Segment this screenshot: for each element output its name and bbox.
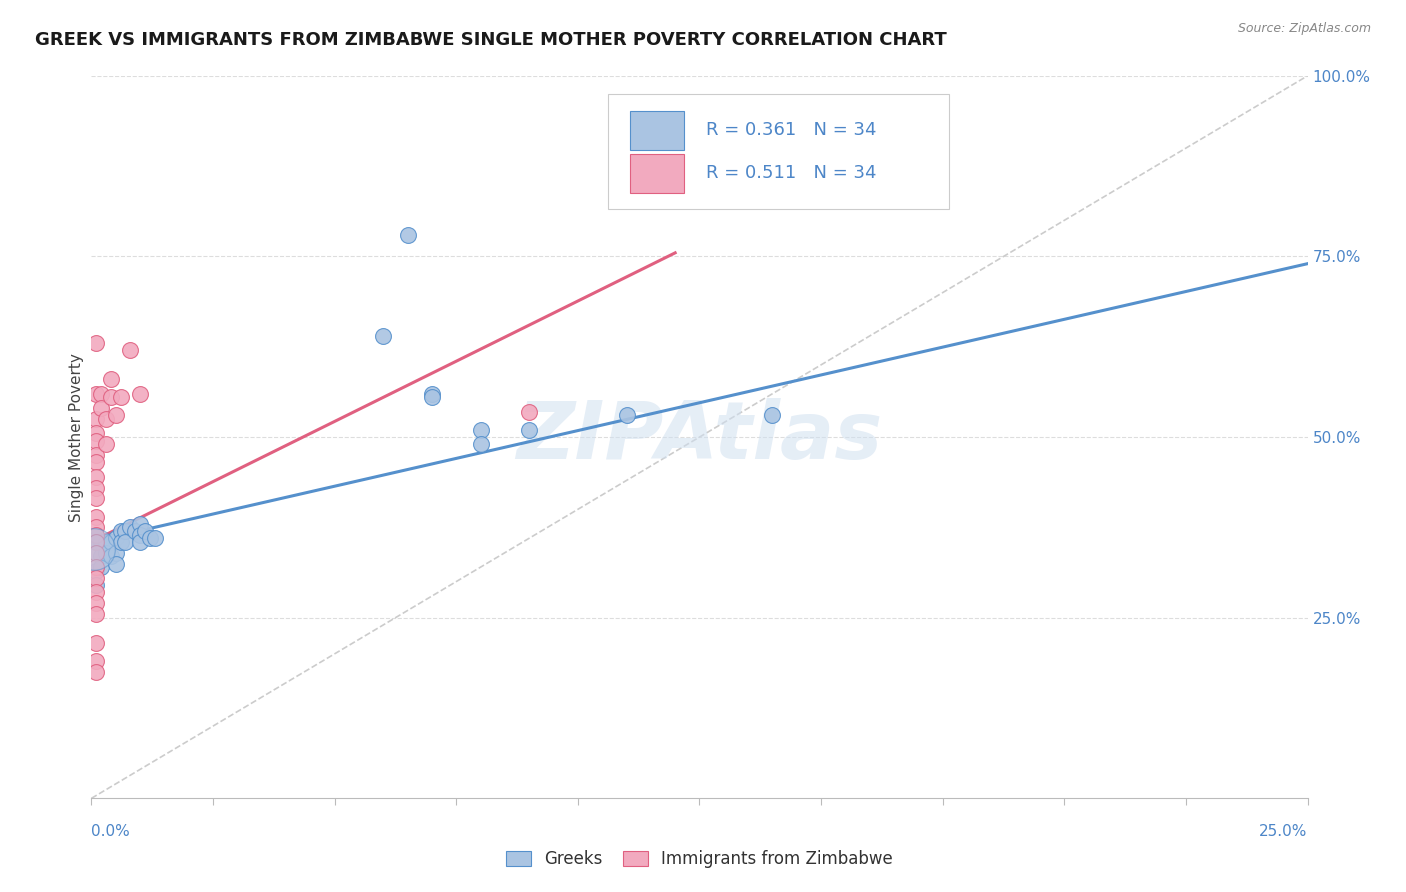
FancyBboxPatch shape xyxy=(630,153,683,193)
Point xyxy=(84,564,107,578)
Point xyxy=(84,578,107,592)
Point xyxy=(84,534,107,549)
Point xyxy=(84,386,107,401)
Point xyxy=(84,491,107,506)
Point xyxy=(90,549,112,564)
Point xyxy=(114,524,136,538)
Point xyxy=(129,527,152,541)
Point xyxy=(129,516,152,531)
Point xyxy=(84,534,107,549)
Point xyxy=(470,423,492,437)
Point xyxy=(83,542,105,557)
FancyBboxPatch shape xyxy=(630,111,683,150)
Text: ZIPAtlas: ZIPAtlas xyxy=(516,398,883,476)
Point xyxy=(129,534,152,549)
Point xyxy=(104,557,127,571)
Point xyxy=(120,520,142,534)
Point xyxy=(84,527,107,541)
Point xyxy=(124,524,146,538)
Point xyxy=(761,409,783,423)
Point xyxy=(94,534,117,549)
Point xyxy=(396,227,419,242)
Point xyxy=(100,390,122,404)
Point xyxy=(110,390,132,404)
Point xyxy=(90,386,112,401)
Point xyxy=(129,386,152,401)
Point xyxy=(104,546,127,560)
Legend: Greeks, Immigrants from Zimbabwe: Greeks, Immigrants from Zimbabwe xyxy=(501,845,898,873)
Point xyxy=(373,329,395,343)
Point xyxy=(517,423,540,437)
Point xyxy=(517,405,540,419)
Point xyxy=(84,596,107,610)
Point xyxy=(110,524,132,538)
Point xyxy=(84,636,107,650)
Point xyxy=(84,448,107,462)
Point xyxy=(84,336,107,351)
Point xyxy=(104,531,127,545)
Point xyxy=(84,585,107,599)
Point xyxy=(94,412,117,426)
Point xyxy=(84,481,107,495)
Point xyxy=(94,437,117,451)
Point xyxy=(100,549,122,564)
Point xyxy=(84,571,107,585)
Point xyxy=(84,470,107,484)
Y-axis label: Single Mother Poverty: Single Mother Poverty xyxy=(69,352,84,522)
Point xyxy=(90,560,112,574)
Text: Source: ZipAtlas.com: Source: ZipAtlas.com xyxy=(1237,22,1371,36)
Point xyxy=(94,546,117,560)
Text: R = 0.511   N = 34: R = 0.511 N = 34 xyxy=(706,164,876,182)
Point xyxy=(120,343,142,358)
Point xyxy=(84,654,107,668)
Point xyxy=(134,524,156,538)
Point xyxy=(84,426,107,441)
Point xyxy=(84,520,107,534)
Point xyxy=(90,401,112,416)
Point xyxy=(100,372,122,386)
Point xyxy=(90,534,112,549)
Text: R = 0.361   N = 34: R = 0.361 N = 34 xyxy=(706,121,876,139)
Point xyxy=(84,455,107,469)
Point xyxy=(110,534,132,549)
Point xyxy=(84,412,107,426)
Point xyxy=(420,386,443,401)
Point xyxy=(139,531,162,545)
Point xyxy=(143,531,166,545)
Point xyxy=(114,534,136,549)
FancyBboxPatch shape xyxy=(609,94,949,210)
Point xyxy=(420,390,443,404)
Point xyxy=(616,409,638,423)
Point xyxy=(84,546,107,560)
Text: 25.0%: 25.0% xyxy=(1260,824,1308,838)
Point xyxy=(84,434,107,448)
Point xyxy=(470,437,492,451)
Point xyxy=(104,409,127,423)
Point xyxy=(84,607,107,621)
Text: GREEK VS IMMIGRANTS FROM ZIMBABWE SINGLE MOTHER POVERTY CORRELATION CHART: GREEK VS IMMIGRANTS FROM ZIMBABWE SINGLE… xyxy=(35,31,946,49)
Point xyxy=(100,534,122,549)
Point xyxy=(84,560,107,574)
Point xyxy=(84,665,107,679)
Point xyxy=(84,509,107,524)
Text: 0.0%: 0.0% xyxy=(91,824,131,838)
